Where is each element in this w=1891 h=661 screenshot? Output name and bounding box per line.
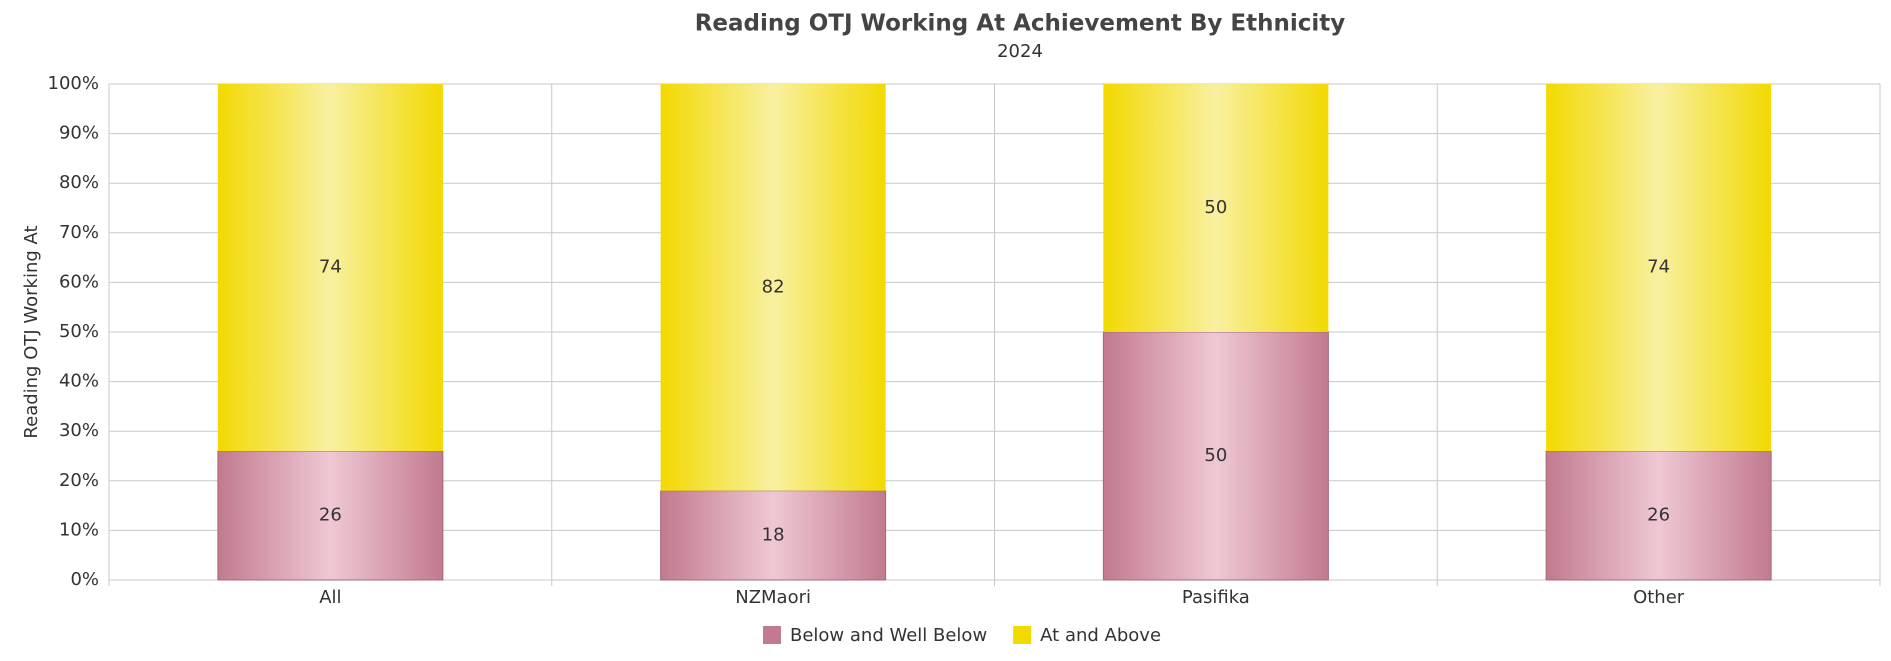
bar-segment [217,84,443,452]
data-label: 26 [1647,505,1670,526]
bar-segment [660,490,887,581]
legend-label: Below and Well Below [790,625,987,646]
y-tick-label: 100% [48,73,99,94]
y-tick-label: 0% [70,569,99,590]
y-tick-label: 90% [59,123,99,144]
data-label: 26 [319,505,342,526]
chart-title: Reading OTJ Working At Achievement By Et… [695,11,1346,37]
y-tick-label: 20% [59,470,99,491]
y-tick-label: 30% [59,420,99,441]
bar-segment [217,450,444,581]
x-tick-label: Other [1633,587,1685,608]
y-tick-label: 10% [59,519,99,540]
y-tick-label: 70% [59,222,99,243]
legend-label: At and Above [1040,625,1161,646]
y-tick-label: 40% [59,371,99,392]
x-tick-label: Pasifika [1182,587,1250,608]
y-axis-label: Reading OTJ Working At [21,225,42,438]
y-tick-label: 80% [59,172,99,193]
chart-subtitle: 2024 [997,41,1043,62]
bar-segment [1103,84,1329,332]
data-label: 74 [1647,257,1670,278]
bar-segment [1102,331,1329,581]
data-label: 74 [319,257,342,278]
bar-segment [660,84,886,491]
bar-segment [1545,450,1772,581]
bar-segment [1546,84,1772,452]
y-tick-label: 60% [59,271,99,292]
x-tick-label: All [319,587,341,608]
y-tick-label: 50% [59,321,99,342]
data-label: 50 [1204,197,1227,218]
data-label: 50 [1204,445,1227,466]
data-label: 82 [762,276,785,297]
legend-swatch [1013,626,1032,644]
legend-swatch [763,626,781,644]
x-tick-label: NZMaori [735,587,811,608]
data-label: 18 [762,524,785,545]
